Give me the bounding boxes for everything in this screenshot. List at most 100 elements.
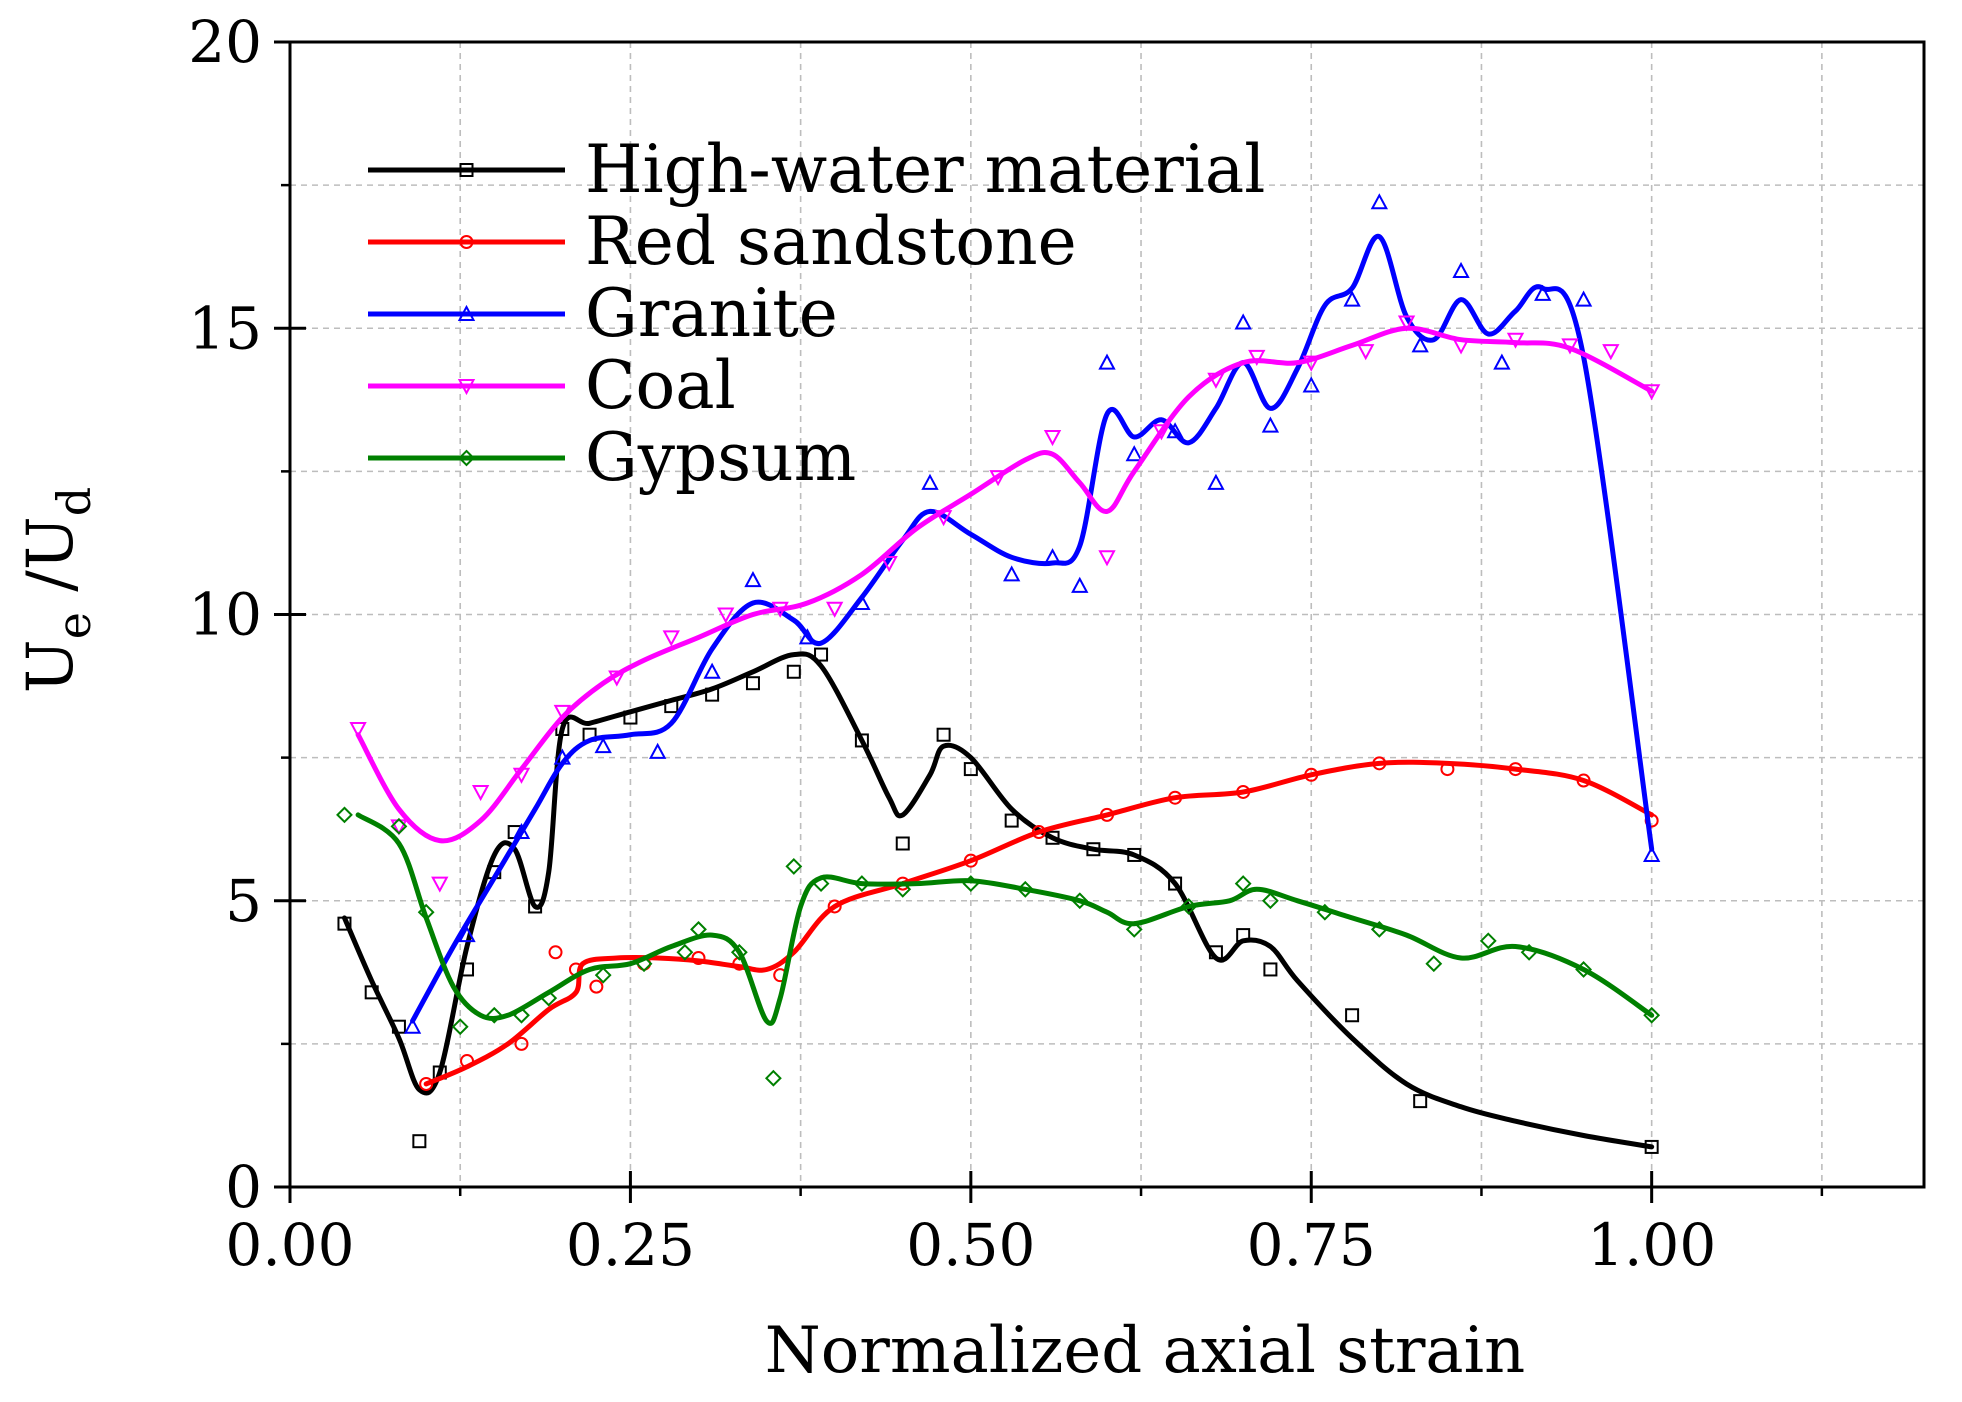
legend-marker bbox=[459, 163, 474, 177]
data-point bbox=[1168, 790, 1183, 805]
data-point bbox=[963, 853, 978, 868]
legend-entry: Gypsum bbox=[368, 419, 856, 496]
data-point bbox=[431, 876, 449, 893]
data-point bbox=[1125, 445, 1143, 462]
data-point bbox=[989, 470, 1007, 487]
data-point bbox=[1452, 261, 1470, 278]
data-point bbox=[1506, 332, 1525, 349]
data-point bbox=[1534, 284, 1552, 301]
series-line bbox=[423, 759, 1655, 1087]
data-point bbox=[1440, 762, 1455, 777]
series-line bbox=[355, 325, 1655, 844]
data-point bbox=[1098, 353, 1116, 370]
data-point bbox=[691, 951, 706, 965]
data-point bbox=[1345, 1008, 1360, 1023]
data-point bbox=[786, 664, 801, 679]
data-point bbox=[390, 819, 408, 836]
data-point bbox=[1043, 548, 1062, 565]
legend-label: High-water material bbox=[585, 131, 1265, 208]
data-point bbox=[1425, 955, 1443, 973]
data-point bbox=[785, 857, 803, 875]
data-point bbox=[798, 628, 817, 645]
data-point bbox=[1168, 876, 1183, 891]
data-point bbox=[513, 1006, 530, 1024]
data-point bbox=[1166, 422, 1184, 439]
legend-entry: High-water material bbox=[368, 131, 1265, 208]
data-point bbox=[1004, 813, 1019, 828]
data-point bbox=[1071, 576, 1089, 593]
series-2 bbox=[403, 193, 1661, 1034]
data-point bbox=[337, 916, 352, 931]
data-point bbox=[1236, 928, 1251, 943]
data-point bbox=[1236, 784, 1251, 799]
series-line bbox=[410, 234, 1655, 1024]
data-point bbox=[703, 662, 721, 679]
data-point bbox=[1644, 1139, 1659, 1154]
data-point bbox=[1413, 1094, 1428, 1109]
legend-label: Granite bbox=[585, 275, 838, 352]
data-point bbox=[1016, 880, 1034, 898]
data-point bbox=[664, 699, 679, 714]
data-point bbox=[1574, 290, 1593, 307]
legend-label: Coal bbox=[585, 347, 736, 424]
data-point bbox=[1234, 313, 1252, 330]
data-point bbox=[1180, 898, 1198, 915]
data-point bbox=[895, 836, 910, 851]
legend-marker bbox=[458, 449, 475, 467]
data-point bbox=[1452, 338, 1470, 355]
data-point bbox=[514, 1036, 529, 1051]
data-point bbox=[1520, 943, 1538, 961]
data-point bbox=[635, 955, 653, 973]
x-axis-title: Normalized axial strain bbox=[765, 1314, 1526, 1388]
data-point bbox=[1576, 773, 1591, 788]
data-point bbox=[812, 875, 830, 892]
data-point bbox=[1248, 349, 1266, 366]
data-point bbox=[336, 806, 353, 824]
data-point bbox=[1045, 830, 1060, 845]
data-point bbox=[460, 962, 475, 977]
data-point bbox=[1003, 565, 1021, 582]
data-point bbox=[528, 899, 543, 914]
data-point bbox=[1125, 920, 1143, 938]
data-point bbox=[349, 722, 367, 739]
x-tick-label: 0.00 bbox=[225, 1211, 354, 1279]
data-point bbox=[934, 510, 953, 527]
data-point bbox=[512, 767, 531, 784]
data-point bbox=[880, 555, 898, 573]
data-point bbox=[1234, 875, 1252, 892]
series-4 bbox=[336, 806, 1661, 1087]
data-point bbox=[553, 748, 572, 765]
data-point bbox=[1086, 842, 1101, 857]
data-point bbox=[690, 920, 707, 938]
data-point bbox=[1100, 807, 1114, 822]
data-point bbox=[1397, 315, 1416, 332]
data-point bbox=[390, 817, 408, 835]
data-point bbox=[1031, 825, 1046, 840]
data-point bbox=[1152, 424, 1171, 441]
data-point bbox=[471, 784, 490, 802]
data-point bbox=[391, 1019, 406, 1034]
y-tick-label: 5 bbox=[225, 867, 262, 935]
data-point bbox=[1304, 767, 1319, 782]
series-line bbox=[355, 812, 1655, 1026]
y-tick-label: 0 bbox=[225, 1153, 262, 1221]
data-point bbox=[594, 737, 612, 754]
y-axis-title-sub-d: d bbox=[47, 487, 101, 516]
data-point bbox=[1207, 473, 1225, 490]
data-point bbox=[1479, 932, 1497, 950]
data-point bbox=[1261, 892, 1279, 910]
data-point bbox=[1071, 892, 1089, 910]
data-point bbox=[921, 473, 939, 490]
data-point bbox=[1372, 756, 1387, 771]
y-tick-label: 20 bbox=[188, 8, 262, 76]
y-tick-label: 15 bbox=[188, 294, 262, 362]
data-point bbox=[1302, 355, 1320, 372]
data-point bbox=[1127, 847, 1142, 862]
data-point bbox=[1261, 416, 1280, 433]
data-point bbox=[1357, 344, 1375, 361]
data-point bbox=[364, 985, 379, 1000]
data-point bbox=[1207, 372, 1225, 389]
series-0 bbox=[337, 647, 1659, 1154]
data-point bbox=[825, 601, 844, 618]
